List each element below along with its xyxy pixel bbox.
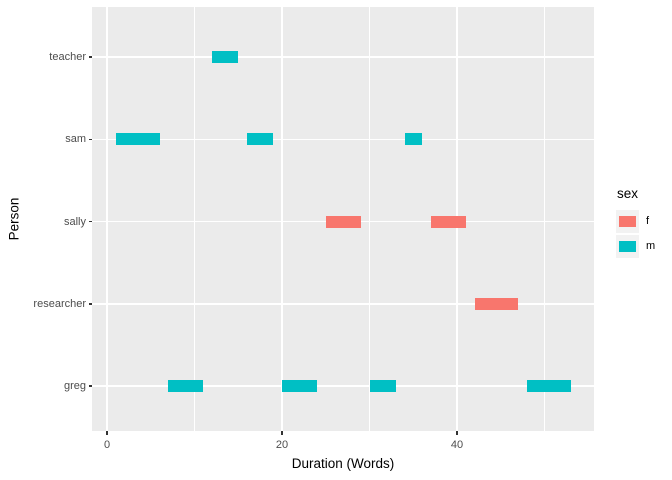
legend-swatch-m [619, 241, 636, 252]
x-tick-label: 0 [103, 439, 111, 451]
y-tick-label: researcher [33, 297, 86, 310]
y-axis-title: Person [6, 197, 22, 241]
legend-entry-m: m [616, 235, 655, 258]
x-tick-label: 20 [275, 439, 289, 451]
segment-bar-sally-25 [325, 215, 361, 228]
y-tick-label: sally [63, 215, 86, 228]
y-axis-tick [88, 220, 92, 223]
legend-key [616, 210, 639, 233]
x-axis-tick [106, 431, 108, 435]
segment-bar-teacher-12 [212, 51, 239, 63]
gridline-y-major [92, 385, 594, 387]
y-tick-label: sam [65, 133, 86, 146]
segment-bar-sam-1 [115, 133, 160, 146]
segment-bar-greg-20 [282, 380, 317, 392]
gridline-y-major [92, 138, 594, 140]
x-axis-tick [456, 431, 458, 435]
segment-bar-greg-30 [369, 380, 396, 392]
segment-bar-greg-48 [527, 380, 571, 392]
plot-panel [92, 7, 594, 431]
gridline-x-minor [194, 7, 195, 431]
y-axis-tick [88, 303, 92, 305]
y-axis-tick [88, 138, 92, 140]
gridline-x-major [281, 7, 283, 431]
segment-bar-sam-16 [247, 133, 274, 146]
x-tick-label: 40 [450, 439, 464, 451]
x-axis-title: Duration (Words) [291, 456, 395, 471]
y-tick-label: greg [63, 380, 86, 392]
gridline-x-minor [544, 7, 545, 431]
gridline-y-major [92, 56, 594, 58]
gridline-y-major [92, 303, 594, 305]
segment-bar-sam-34 [404, 133, 422, 146]
legend-title: sex [617, 186, 639, 201]
x-axis-tick [281, 431, 283, 435]
legend-label-f: f [646, 215, 650, 227]
segment-bar-researcher-42 [474, 297, 519, 310]
y-tick-label: teacher [49, 51, 86, 63]
legend: sex f m [616, 186, 655, 260]
legend-entry-f: f [616, 210, 649, 233]
y-axis-tick [88, 385, 92, 387]
legend-swatch-f [619, 216, 636, 227]
gridline-x-major [106, 7, 108, 431]
gridline-x-minor [369, 7, 370, 431]
legend-key [616, 235, 639, 258]
y-axis-tick [88, 56, 92, 58]
segment-bar-sally-37 [430, 215, 466, 228]
segment-bar-greg-7 [168, 380, 204, 392]
legend-label-m: m [646, 240, 656, 252]
